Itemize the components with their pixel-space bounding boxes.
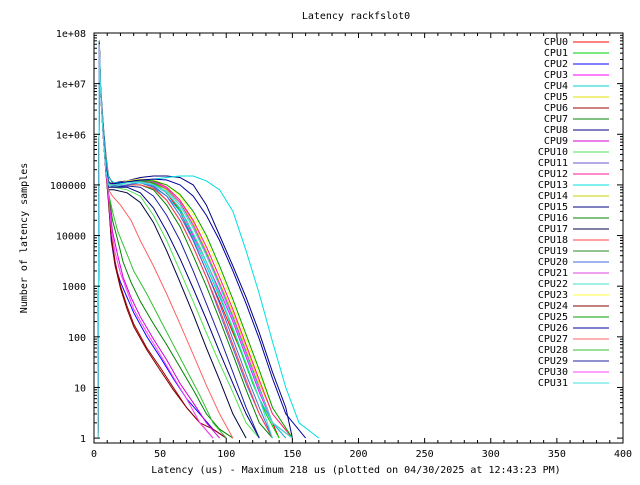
legend-label-cpu3: CPU3 — [544, 70, 568, 81]
legend-label-cpu6: CPU6 — [544, 103, 568, 114]
legend-label-cpu11: CPU11 — [538, 158, 568, 169]
legend-label-cpu21: CPU21 — [538, 268, 568, 279]
x-tick-label: 150 — [283, 449, 301, 460]
x-tick-label: 300 — [482, 449, 500, 460]
x-tick-label: 350 — [548, 449, 566, 460]
legend-label-cpu27: CPU27 — [538, 334, 568, 345]
legend: CPU0CPU1CPU2CPU3CPU4CPU5CPU6CPU7CPU8CPU9… — [538, 37, 609, 389]
series-line-cpu16 — [97, 44, 273, 439]
legend-label-cpu29: CPU29 — [538, 356, 568, 367]
series-line-cpu7 — [97, 44, 234, 439]
series-line-cpu13 — [97, 40, 320, 439]
legend-label-cpu1: CPU1 — [544, 48, 568, 59]
series-line-cpu31 — [97, 44, 293, 439]
series-line-cpu11 — [97, 44, 273, 439]
y-axis-label: Number of latency samples — [19, 163, 30, 314]
x-axis-label: Latency (us) - Maximum 218 us (plotted o… — [151, 465, 560, 476]
legend-label-cpu14: CPU14 — [538, 191, 568, 202]
legend-label-cpu0: CPU0 — [544, 37, 568, 48]
legend-label-cpu17: CPU17 — [538, 224, 568, 235]
legend-label-cpu8: CPU8 — [544, 125, 568, 136]
series-line-cpu18 — [97, 44, 273, 439]
series-line-cpu20 — [97, 44, 273, 439]
y-tick-label: 1e+07 — [56, 80, 86, 91]
legend-label-cpu5: CPU5 — [544, 92, 568, 103]
x-tick-label: 200 — [349, 449, 367, 460]
y-tick-label: 1e+08 — [56, 29, 86, 40]
chart-title: Latency rackfslot0 — [302, 11, 410, 22]
legend-label-cpu19: CPU19 — [538, 246, 568, 257]
legend-label-cpu25: CPU25 — [538, 312, 568, 323]
series-line-cpu17 — [97, 44, 247, 439]
legend-label-cpu22: CPU22 — [538, 279, 568, 290]
legend-label-cpu9: CPU9 — [544, 136, 568, 147]
x-tick-label: 50 — [154, 449, 166, 460]
legend-label-cpu30: CPU30 — [538, 367, 568, 378]
y-tick-label: 10 — [74, 383, 86, 394]
legend-label-cpu12: CPU12 — [538, 169, 568, 180]
series-layer — [97, 40, 320, 439]
legend-label-cpu16: CPU16 — [538, 213, 568, 224]
legend-label-cpu15: CPU15 — [538, 202, 568, 213]
legend-label-cpu24: CPU24 — [538, 301, 568, 312]
y-tick-label: 1e+06 — [56, 130, 86, 141]
legend-label-cpu26: CPU26 — [538, 323, 568, 334]
x-tick-label: 400 — [614, 449, 632, 460]
legend-label-cpu2: CPU2 — [544, 59, 568, 70]
y-tick-label: 10000 — [56, 232, 86, 243]
y-tick-label: 100000 — [50, 181, 86, 192]
x-tick-label: 0 — [91, 449, 97, 460]
legend-label-cpu13: CPU13 — [538, 180, 568, 191]
y-tick-label: 1000 — [62, 282, 86, 293]
axes-layer: 0 50 100 150 200 250 300 350 400 1 10 100 1000 10000 1… — [50, 29, 632, 460]
legend-label-cpu28: CPU28 — [538, 345, 568, 356]
y-tick-label: 1 — [80, 434, 86, 445]
legend-label-cpu18: CPU18 — [538, 235, 568, 246]
legend-label-cpu20: CPU20 — [538, 257, 568, 268]
series-line-cpu22 — [97, 44, 273, 439]
legend-label-cpu7: CPU7 — [544, 114, 568, 125]
legend-label-cpu10: CPU10 — [538, 147, 568, 158]
x-tick-label: 250 — [416, 449, 434, 460]
y-tick-label: 100 — [68, 333, 86, 344]
legend-label-cpu4: CPU4 — [544, 81, 568, 92]
x-tick-label: 100 — [217, 449, 235, 460]
legend-label-cpu23: CPU23 — [538, 290, 568, 301]
legend-label-cpu31: CPU31 — [538, 378, 568, 389]
